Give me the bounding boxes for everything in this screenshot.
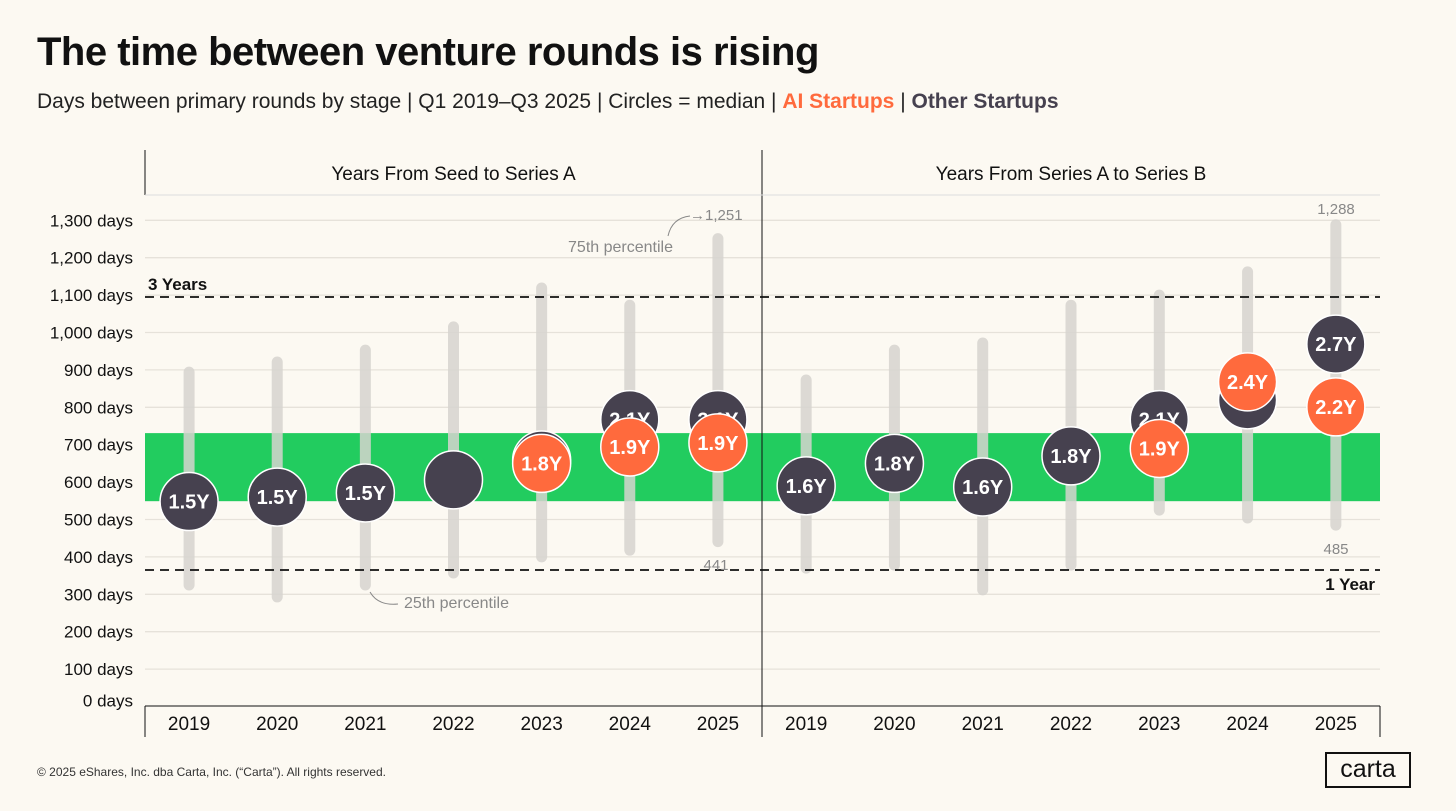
x-tick-label: 2022 — [1050, 714, 1092, 735]
annotation-min-left: 441 — [703, 557, 728, 574]
ai-median-label: 1.9Y — [697, 433, 739, 455]
y-tick-label: 0 days — [83, 692, 133, 711]
y-tick-label: 1,000 days — [50, 324, 133, 343]
chart-subtitle: Days between primary rounds by stage | Q… — [37, 90, 1059, 114]
x-tick-label: 2021 — [962, 714, 1004, 735]
y-tick-label: 1,300 days — [50, 211, 133, 230]
other-median-label: 1.6Y — [962, 477, 1004, 499]
other-median-dot — [1041, 426, 1101, 486]
legend-ai-startups: AI Startups — [782, 90, 895, 113]
x-tick-label: 2019 — [168, 714, 210, 735]
x-tick-label: 2022 — [432, 714, 474, 735]
ai-median-dot — [688, 413, 748, 473]
reference-label: 1 Year — [1325, 575, 1375, 594]
annotation-min-right: 485 — [1323, 541, 1348, 558]
ai-median-label: 1.9Y — [1139, 438, 1181, 460]
ai-median-dot — [600, 417, 660, 477]
other-median-dot — [1306, 314, 1366, 374]
chart-title: The time between venture rounds is risin… — [37, 30, 819, 74]
y-tick-label: 400 days — [64, 548, 133, 567]
annotation-arrow — [667, 215, 691, 237]
panel-title: Years From Series A to Series B — [936, 164, 1207, 185]
x-tick-label: 2021 — [344, 714, 386, 735]
reference-label: 3 Years — [148, 275, 207, 294]
other-median-dot — [776, 456, 836, 516]
y-tick-label: 500 days — [64, 511, 133, 530]
x-tick-label: 2025 — [697, 714, 739, 735]
x-tick-label: 2025 — [1315, 714, 1357, 735]
other-median-dot — [423, 450, 484, 510]
annotation-max-right: 1,288 — [1317, 201, 1355, 218]
x-tick-label: 2024 — [609, 714, 652, 735]
annotation-arrow — [369, 591, 399, 605]
other-median-dot — [335, 463, 396, 523]
x-tick-label: 2019 — [785, 714, 827, 735]
x-tick-label: 2024 — [1226, 714, 1269, 735]
ai-median-dot — [1306, 377, 1366, 437]
ai-median-dot — [1129, 418, 1190, 479]
carta-logo: carta — [1325, 752, 1411, 788]
ai-median-label: 1.9Y — [609, 437, 651, 459]
ai-median-label: 2.4Y — [1227, 372, 1269, 394]
y-tick-label: 600 days — [64, 473, 133, 492]
y-tick-label: 1,100 days — [50, 286, 133, 305]
annotation-max-left: →1,251 — [690, 207, 743, 224]
annotation-25th-percentile: 25th percentile — [404, 595, 509, 612]
other-median-label: 1.5Y — [168, 492, 210, 514]
annotation-75th-percentile: 75th percentile — [568, 239, 673, 256]
ai-median-dot — [1217, 352, 1278, 412]
other-median-label: 1.5Y — [257, 487, 299, 509]
other-median-dot — [159, 471, 219, 532]
copyright-footer: © 2025 eShares, Inc. dba Carta, Inc. (“C… — [37, 765, 386, 779]
y-tick-label: 700 days — [64, 436, 133, 455]
x-tick-label: 2020 — [873, 714, 915, 735]
other-median-label: 1.6Y — [786, 476, 828, 498]
y-tick-label: 200 days — [64, 623, 133, 642]
ai-median-dot — [511, 433, 572, 494]
subtitle-text: Days between primary rounds by stage | Q… — [37, 90, 783, 113]
other-median-label: 1.8Y — [1050, 446, 1092, 468]
ai-median-label: 2.2Y — [1315, 397, 1357, 419]
y-tick-label: 100 days — [64, 660, 133, 679]
panel-title: Years From Seed to Series A — [331, 164, 576, 185]
legend-separator: | — [894, 90, 912, 113]
y-tick-label: 800 days — [64, 398, 133, 417]
other-median-label: 1.5Y — [345, 483, 387, 505]
x-tick-label: 2023 — [521, 714, 563, 735]
y-tick-label: 900 days — [64, 361, 133, 380]
other-median-dot — [247, 467, 307, 527]
ai-median-label: 1.8Y — [521, 453, 563, 475]
other-median-label: 2.7Y — [1315, 334, 1357, 356]
x-tick-label: 2020 — [256, 714, 298, 735]
y-tick-label: 1,200 days — [50, 249, 133, 268]
other-median-dot — [864, 433, 925, 494]
other-median-label: 1.8Y — [874, 453, 916, 475]
other-median-dot — [952, 457, 1013, 517]
y-tick-label: 300 days — [64, 585, 133, 604]
x-tick-label: 2023 — [1138, 714, 1180, 735]
legend-other-startups: Other Startups — [911, 90, 1059, 113]
